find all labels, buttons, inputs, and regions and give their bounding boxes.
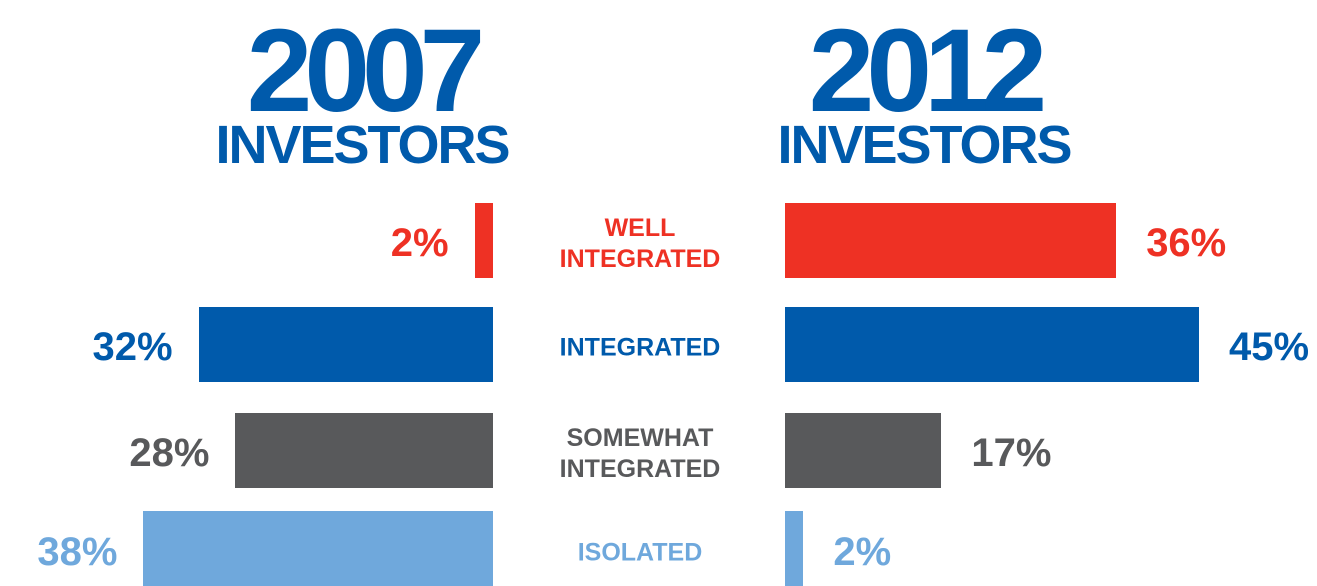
- value-label: 2%: [833, 529, 892, 574]
- category-label: INTEGRATED: [559, 333, 721, 362]
- category-label: ISOLATED: [577, 538, 703, 566]
- panel-title: 2007: [246, 5, 486, 137]
- bar: [474, 202, 493, 278]
- category-label: WELL INTEGRATED: [559, 214, 721, 273]
- bar: [143, 511, 493, 586]
- bar: [785, 202, 1117, 278]
- value-label: 45%: [1229, 325, 1310, 369]
- value-label: 28%: [129, 431, 210, 475]
- bar: [198, 306, 493, 382]
- panel-subtitle: INVESTORS: [777, 115, 1072, 175]
- panel-title: 2012: [808, 5, 1048, 137]
- bar: [785, 412, 942, 488]
- panel-subtitle: INVESTORS: [215, 115, 510, 175]
- bar: [785, 306, 1199, 382]
- value-label: 36%: [1146, 221, 1227, 265]
- value-label: 2%: [390, 221, 449, 265]
- value-label: 32%: [92, 325, 173, 369]
- value-label: 38%: [37, 529, 118, 574]
- value-label: 17%: [971, 431, 1052, 475]
- bar: [235, 412, 493, 488]
- category-label: SOMEWHAT INTEGRATED: [559, 424, 721, 483]
- bar: [785, 511, 804, 586]
